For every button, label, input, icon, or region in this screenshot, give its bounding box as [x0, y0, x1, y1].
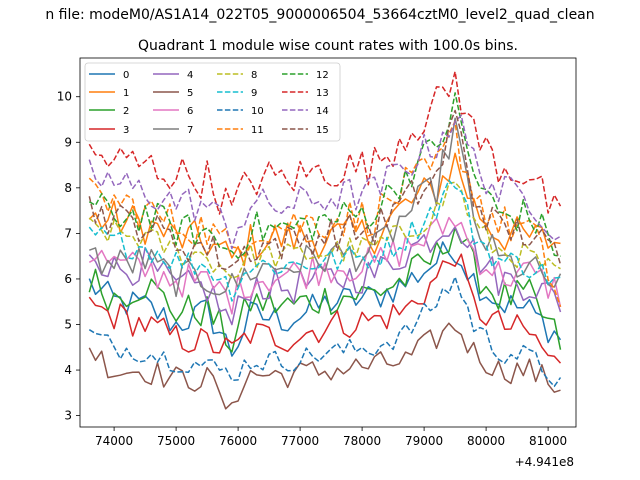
x-tick-label: 77000	[281, 434, 319, 448]
legend-label-1: 1	[123, 88, 129, 99]
y-tick-label: 7	[64, 226, 72, 240]
legend-label-13: 13	[316, 88, 329, 99]
y-tick-label: 4	[64, 363, 72, 377]
legend-label-5: 5	[187, 88, 193, 99]
x-tick-label: 75000	[157, 434, 195, 448]
series-line-2	[88, 227, 562, 353]
legend-label-7: 7	[187, 125, 193, 136]
legend-label-0: 0	[123, 70, 129, 81]
axes-frame	[79, 57, 577, 428]
x-offset-label: +4.941e8	[515, 455, 574, 469]
x-axis: 74000 75000 76000 77000 78000 79000 80000 81000	[95, 427, 567, 448]
y-tick-label: 3	[64, 409, 72, 423]
x-tick-label: 81000	[529, 434, 567, 448]
figure-suptitle: n file: modeM0/AS1A14_022T05_9000006504_…	[45, 7, 594, 23]
legend-label-10: 10	[251, 106, 264, 117]
legend-label-11: 11	[251, 125, 264, 136]
series-line-15	[88, 109, 562, 271]
legend-label-6: 6	[187, 106, 193, 117]
legend-label-12: 12	[316, 70, 329, 81]
legend-label-9: 9	[251, 88, 257, 99]
x-tick-label: 78000	[343, 434, 381, 448]
chart-title: Quadrant 1 module wise count rates with …	[138, 38, 518, 54]
series-line-5	[88, 322, 561, 410]
x-tick-label: 76000	[219, 434, 257, 448]
series-line-11	[88, 120, 562, 307]
y-tick-label: 5	[64, 318, 72, 332]
legend-label-14: 14	[316, 106, 329, 117]
legend-label-2: 2	[123, 106, 129, 117]
series-line-1	[88, 152, 561, 267]
series-line-0	[88, 241, 562, 357]
legend-label-3: 3	[123, 125, 129, 136]
x-tick-label: 74000	[95, 434, 133, 448]
y-tick-label: 6	[64, 272, 72, 286]
y-axis: 3 4 5 6 7 8 9 10	[57, 90, 80, 423]
series-line-12	[88, 92, 561, 259]
y-tick-label: 8	[64, 181, 72, 195]
legend-label-8: 8	[251, 70, 257, 81]
series-line-9	[88, 179, 561, 302]
series-line-13	[88, 70, 562, 215]
series-line-8	[88, 181, 561, 279]
series-line-3	[88, 253, 562, 364]
legend-label-15: 15	[316, 125, 329, 136]
y-tick-label: 9	[64, 135, 72, 149]
series-line-10	[88, 276, 562, 388]
series-line-14	[88, 114, 561, 250]
y-tick-label: 10	[57, 90, 72, 104]
series-layer	[88, 70, 562, 410]
x-tick-label: 79000	[405, 434, 443, 448]
x-tick-label: 80000	[467, 434, 505, 448]
legend-frame	[84, 62, 341, 142]
legend-label-4: 4	[187, 70, 193, 81]
series-line-6	[88, 216, 562, 315]
